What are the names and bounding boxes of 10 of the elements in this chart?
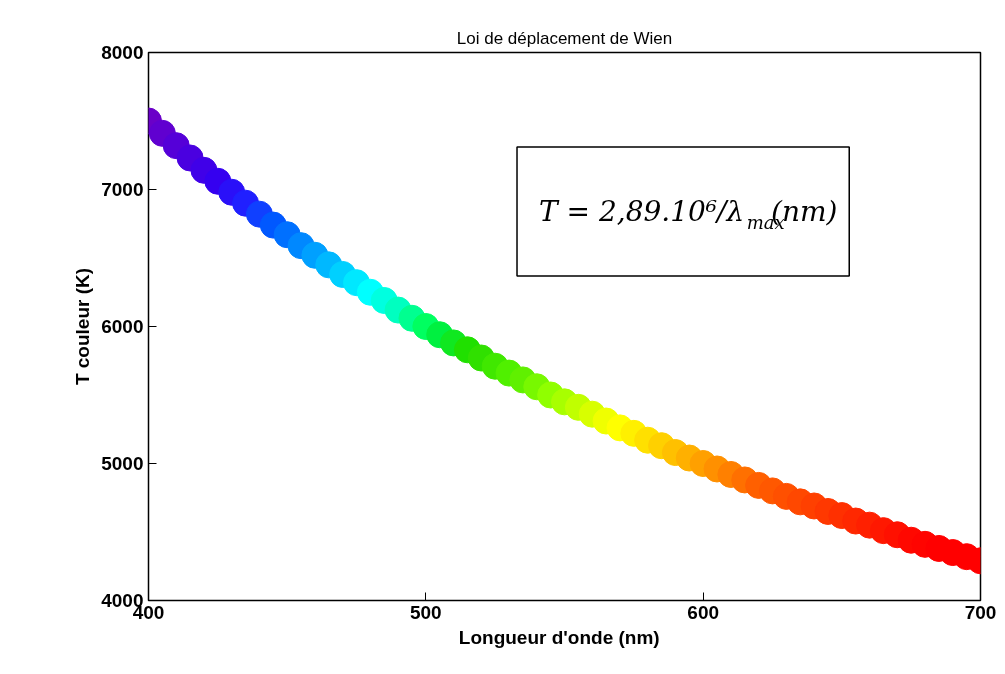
x-tick-label: 500: [409, 601, 442, 623]
y-tick-label: 6000: [101, 316, 144, 337]
y-tick-label: 7000: [101, 179, 144, 200]
y-tick-label: 8000: [101, 42, 144, 63]
x-tick-label: 700: [964, 601, 997, 623]
y-axis-title: T couleur (K): [72, 267, 94, 386]
x-axis-title: Longueur d'onde (nm): [458, 626, 660, 648]
x-tick-label: 600: [687, 601, 720, 623]
chart-title: Loi de déplacement de Wien: [456, 28, 673, 48]
y-tick-label: 5000: [101, 453, 144, 474]
